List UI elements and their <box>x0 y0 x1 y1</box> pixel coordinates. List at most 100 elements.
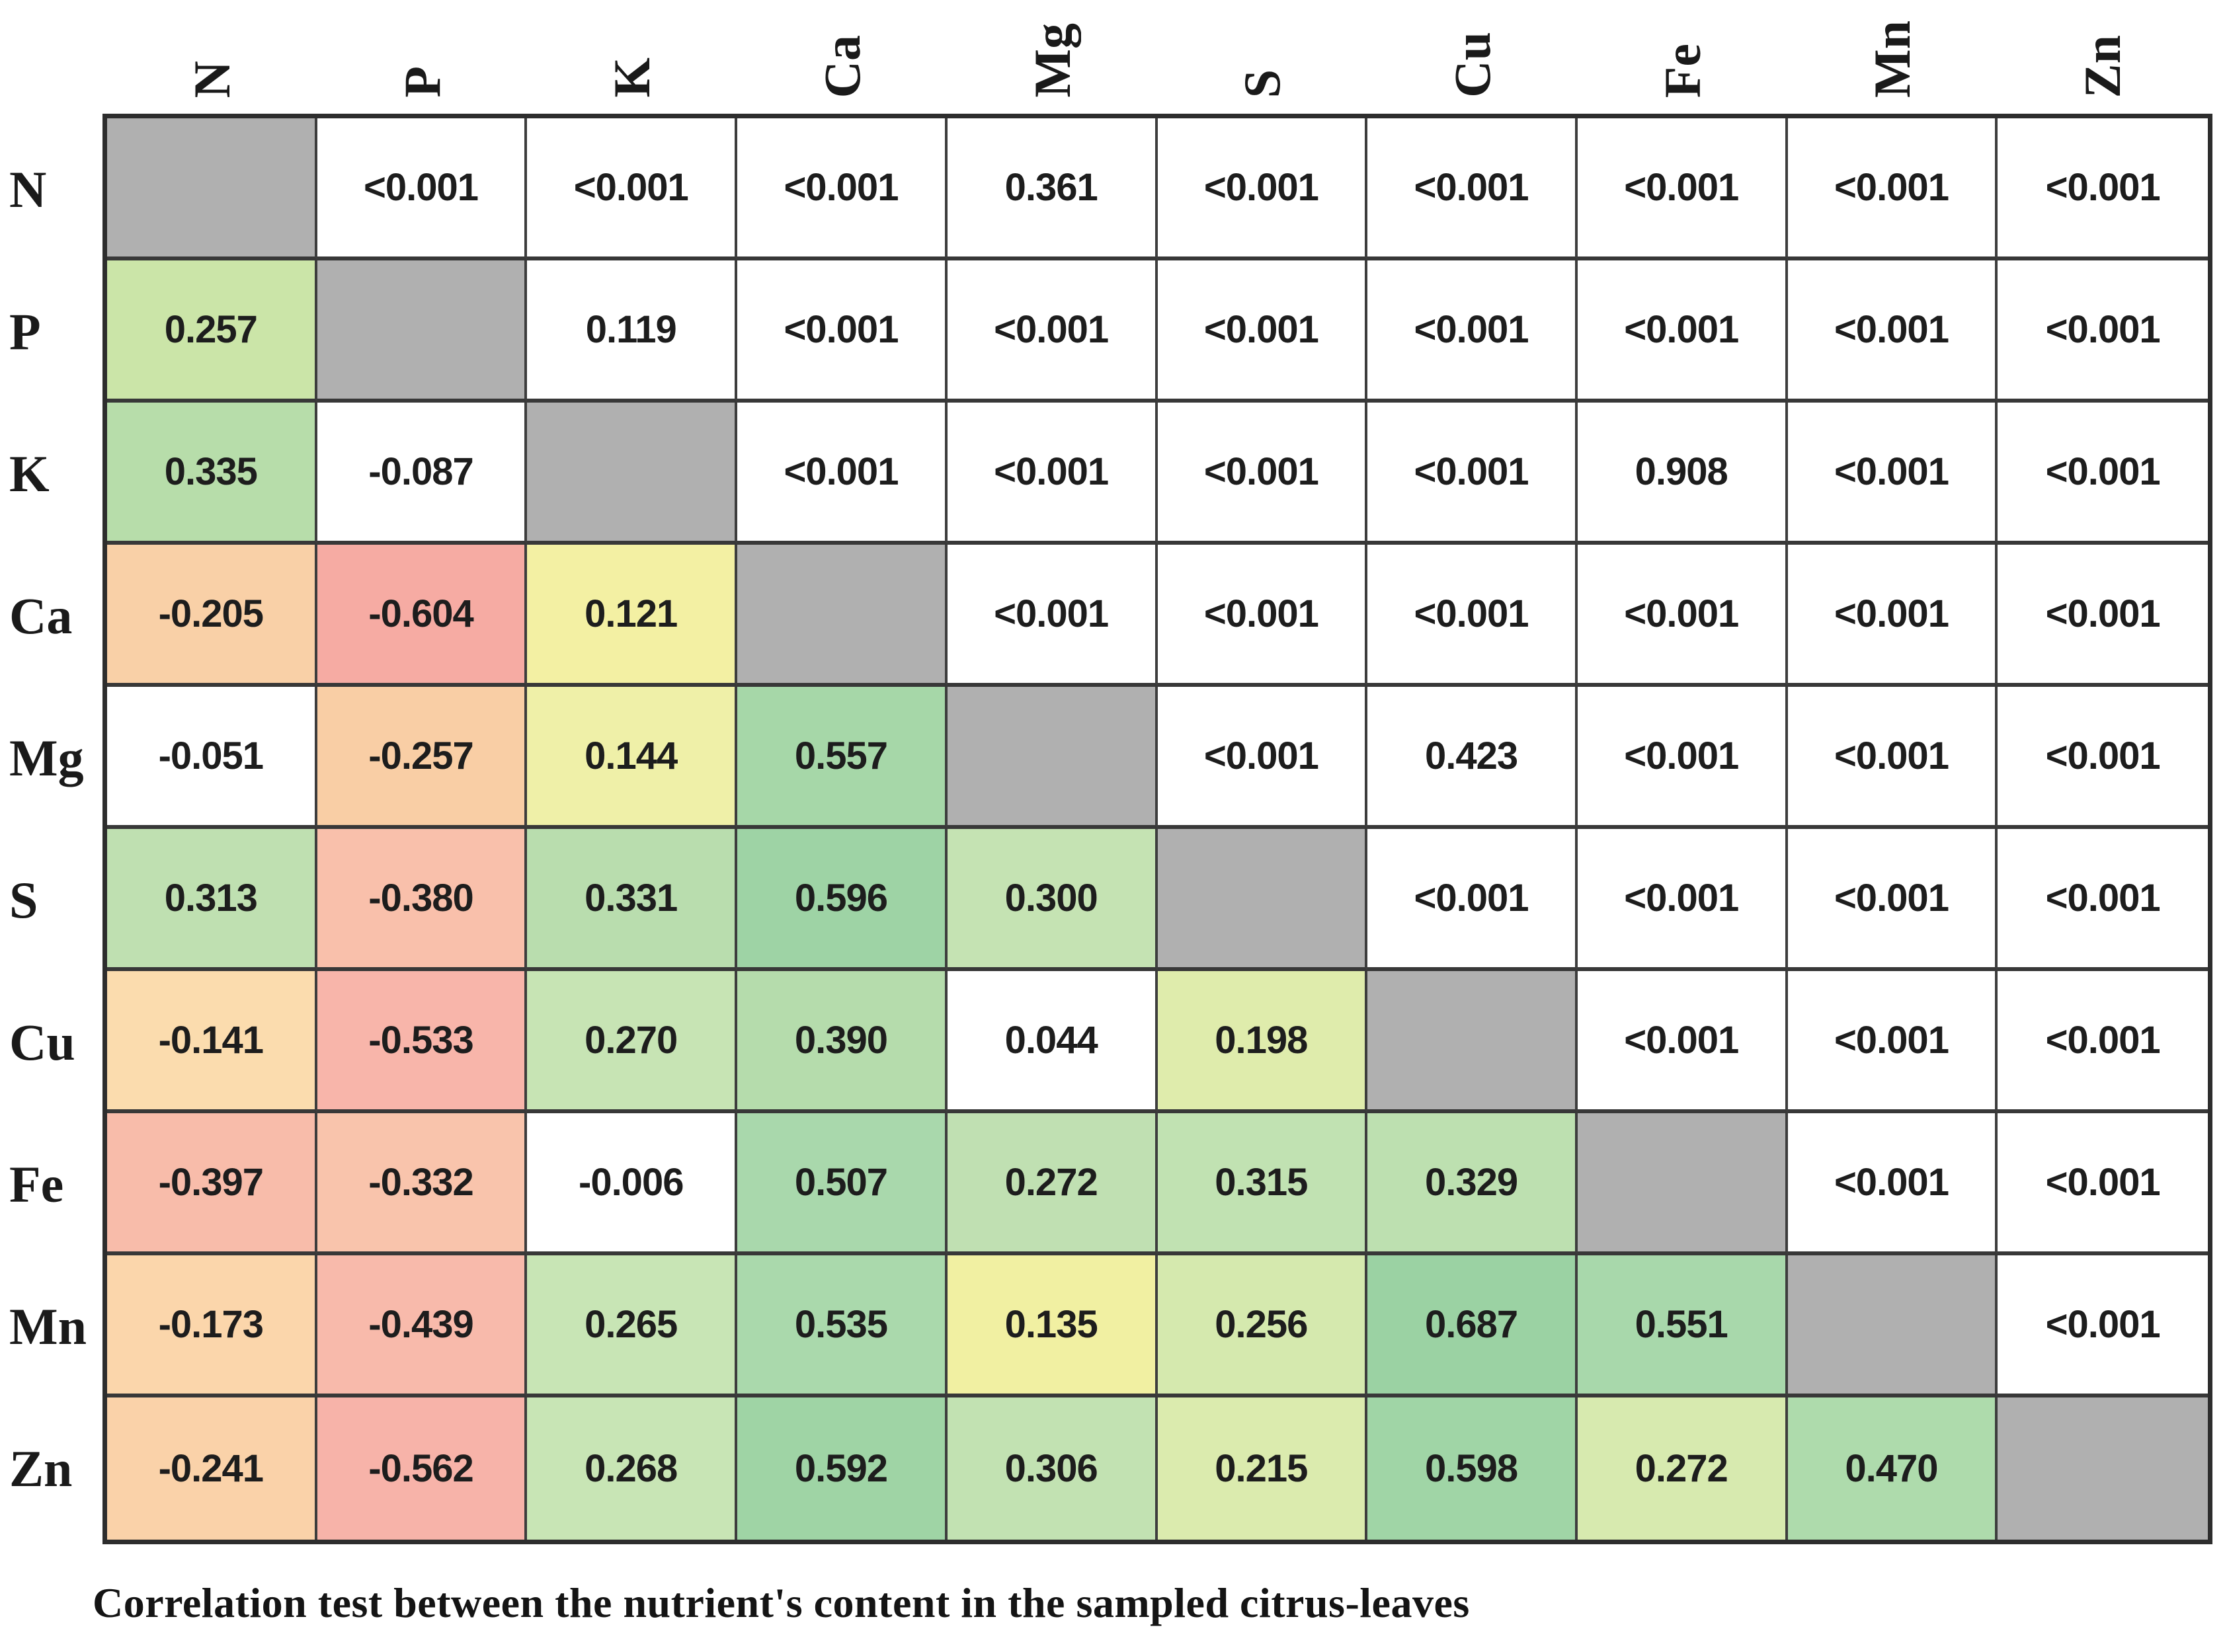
cell-Mn-Fe: 0.551 <box>1577 1255 1788 1397</box>
column-headers: N P K Ca Mg S Cu Fe Mn Zn <box>107 0 2208 114</box>
row-header-Mg: Mg <box>9 728 84 787</box>
cell-diagonal-N <box>107 118 317 260</box>
cell-S-Ca: 0.596 <box>737 829 948 971</box>
matrix-row-Zn: -0.241 -0.562 0.268 0.592 0.306 0.215 0.598 0.2… <box>107 1397 2208 1540</box>
column-header-P: P <box>317 0 528 114</box>
cell-P-Fe: <0.001 <box>1577 260 1788 403</box>
cell-Fe-P: -0.332 <box>317 1113 528 1255</box>
cell-Mg-P: -0.257 <box>317 687 528 829</box>
cell-Zn-Fe: 0.272 <box>1577 1397 1788 1540</box>
cell-diagonal-S <box>1157 829 1368 971</box>
cell-K-S: <0.001 <box>1157 403 1368 545</box>
column-header-label: P <box>393 66 451 98</box>
column-header-label: Ca <box>813 34 871 98</box>
row-header-Fe: Fe <box>9 1155 64 1213</box>
cell-diagonal-Ca <box>737 545 948 687</box>
cell-S-Zn: <0.001 <box>1998 829 2208 971</box>
cell-P-Mn: <0.001 <box>1787 260 1998 403</box>
column-header-N: N <box>107 0 317 114</box>
row-header-Mn: Mn <box>9 1297 87 1355</box>
matrix-row-P: 0.257 0.119 <0.001 <0.001 <0.001 <0.001 <0.001… <box>107 260 2208 403</box>
cell-K-N: 0.335 <box>107 403 317 545</box>
correlation-matrix-grid: <0.001 <0.001 <0.001 0.361 <0.001 <0.001 <0.00… <box>102 114 2212 1544</box>
cell-Mn-K: 0.265 <box>527 1255 738 1397</box>
cell-Cu-S: 0.198 <box>1157 971 1368 1113</box>
cell-P-S: <0.001 <box>1157 260 1368 403</box>
cell-Mg-Mn: <0.001 <box>1787 687 1998 829</box>
row-header-Ca: Ca <box>9 586 73 645</box>
cell-Mn-Zn: <0.001 <box>1998 1255 2208 1397</box>
cell-Ca-Zn: <0.001 <box>1998 545 2208 687</box>
matrix-row-Fe: -0.397 -0.332 -0.006 0.507 0.272 0.315 0.329 <0… <box>107 1113 2208 1255</box>
cell-N-P: <0.001 <box>317 118 528 260</box>
cell-Fe-Ca: 0.507 <box>737 1113 948 1255</box>
matrix-row-Mn: -0.173 -0.439 0.265 0.535 0.135 0.256 0.687 0.5… <box>107 1255 2208 1397</box>
column-header-label: Mg <box>1023 23 1081 98</box>
matrix-row-N: <0.001 <0.001 <0.001 0.361 <0.001 <0.001 <0.00… <box>107 118 2208 260</box>
cell-P-Cu: <0.001 <box>1367 260 1578 403</box>
cell-diagonal-P <box>317 260 528 403</box>
cell-diagonal-Cu <box>1367 971 1578 1113</box>
cell-N-Ca: <0.001 <box>737 118 948 260</box>
column-header-Cu: Cu <box>1367 0 1578 114</box>
column-header-Fe: Fe <box>1578 0 1788 114</box>
cell-Zn-Mg: 0.306 <box>947 1397 1158 1540</box>
cell-Mn-Cu: 0.687 <box>1367 1255 1578 1397</box>
cell-Cu-Zn: <0.001 <box>1998 971 2208 1113</box>
cell-Fe-Mg: 0.272 <box>947 1113 1158 1255</box>
cell-Cu-N: -0.141 <box>107 971 317 1113</box>
matrix-row-Cu: -0.141 -0.533 0.270 0.390 0.044 0.198 <0.001 <0… <box>107 971 2208 1113</box>
cell-Ca-S: <0.001 <box>1157 545 1368 687</box>
row-headers: N P K Ca Mg S Cu Fe Mn Zn <box>0 118 102 1540</box>
column-header-S: S <box>1158 0 1368 114</box>
column-header-Ca: Ca <box>737 0 948 114</box>
cell-Ca-P: -0.604 <box>317 545 528 687</box>
cell-Zn-K: 0.268 <box>527 1397 738 1540</box>
cell-Mg-Ca: 0.557 <box>737 687 948 829</box>
row-header-S: S <box>9 871 38 929</box>
cell-Cu-P: -0.533 <box>317 971 528 1113</box>
cell-Fe-Zn: <0.001 <box>1998 1113 2208 1255</box>
cell-P-Mg: <0.001 <box>947 260 1158 403</box>
cell-Fe-Cu: 0.329 <box>1367 1113 1578 1255</box>
cell-Fe-S: 0.315 <box>1157 1113 1368 1255</box>
cell-N-Cu: <0.001 <box>1367 118 1578 260</box>
cell-diagonal-Mn <box>1787 1255 1998 1397</box>
cell-Cu-Mg: 0.044 <box>947 971 1158 1113</box>
cell-Ca-Cu: <0.001 <box>1367 545 1578 687</box>
cell-N-Mn: <0.001 <box>1787 118 1998 260</box>
cell-diagonal-Zn <box>1998 1397 2208 1540</box>
row-header-Zn: Zn <box>9 1439 73 1497</box>
cell-K-Zn: <0.001 <box>1998 403 2208 545</box>
column-header-label: K <box>603 58 661 98</box>
cell-Cu-Fe: <0.001 <box>1577 971 1788 1113</box>
cell-K-Fe: 0.908 <box>1577 403 1788 545</box>
matrix-row-Ca: -0.205 -0.604 0.121 <0.001 <0.001 <0.001 <0.00… <box>107 545 2208 687</box>
cell-P-N: 0.257 <box>107 260 317 403</box>
row-header-N: N <box>9 160 47 218</box>
cell-Mg-Cu: 0.423 <box>1367 687 1578 829</box>
cell-Ca-Mn: <0.001 <box>1787 545 1998 687</box>
cell-K-Mn: <0.001 <box>1787 403 1998 545</box>
cell-Cu-Ca: 0.390 <box>737 971 948 1113</box>
cell-Ca-Fe: <0.001 <box>1577 545 1788 687</box>
cell-Zn-Mn: 0.470 <box>1787 1397 1998 1540</box>
cell-Mn-S: 0.256 <box>1157 1255 1368 1397</box>
cell-K-Cu: <0.001 <box>1367 403 1578 545</box>
cell-Zn-S: 0.215 <box>1157 1397 1368 1540</box>
row-header-Cu: Cu <box>9 1013 75 1071</box>
column-header-label: Cu <box>1443 32 1502 98</box>
cell-Mg-Fe: <0.001 <box>1577 687 1788 829</box>
column-header-label: Fe <box>1653 43 1711 98</box>
column-header-Mg: Mg <box>948 0 1158 114</box>
cell-S-K: 0.331 <box>527 829 738 971</box>
cell-N-K: <0.001 <box>527 118 738 260</box>
cell-K-P: -0.087 <box>317 403 528 545</box>
column-header-Zn: Zn <box>1998 0 2208 114</box>
cell-Mn-Mg: 0.135 <box>947 1255 1158 1397</box>
cell-S-Fe: <0.001 <box>1577 829 1788 971</box>
cell-Zn-N: -0.241 <box>107 1397 317 1540</box>
cell-S-N: 0.313 <box>107 829 317 971</box>
cell-N-Mg: 0.361 <box>947 118 1158 260</box>
